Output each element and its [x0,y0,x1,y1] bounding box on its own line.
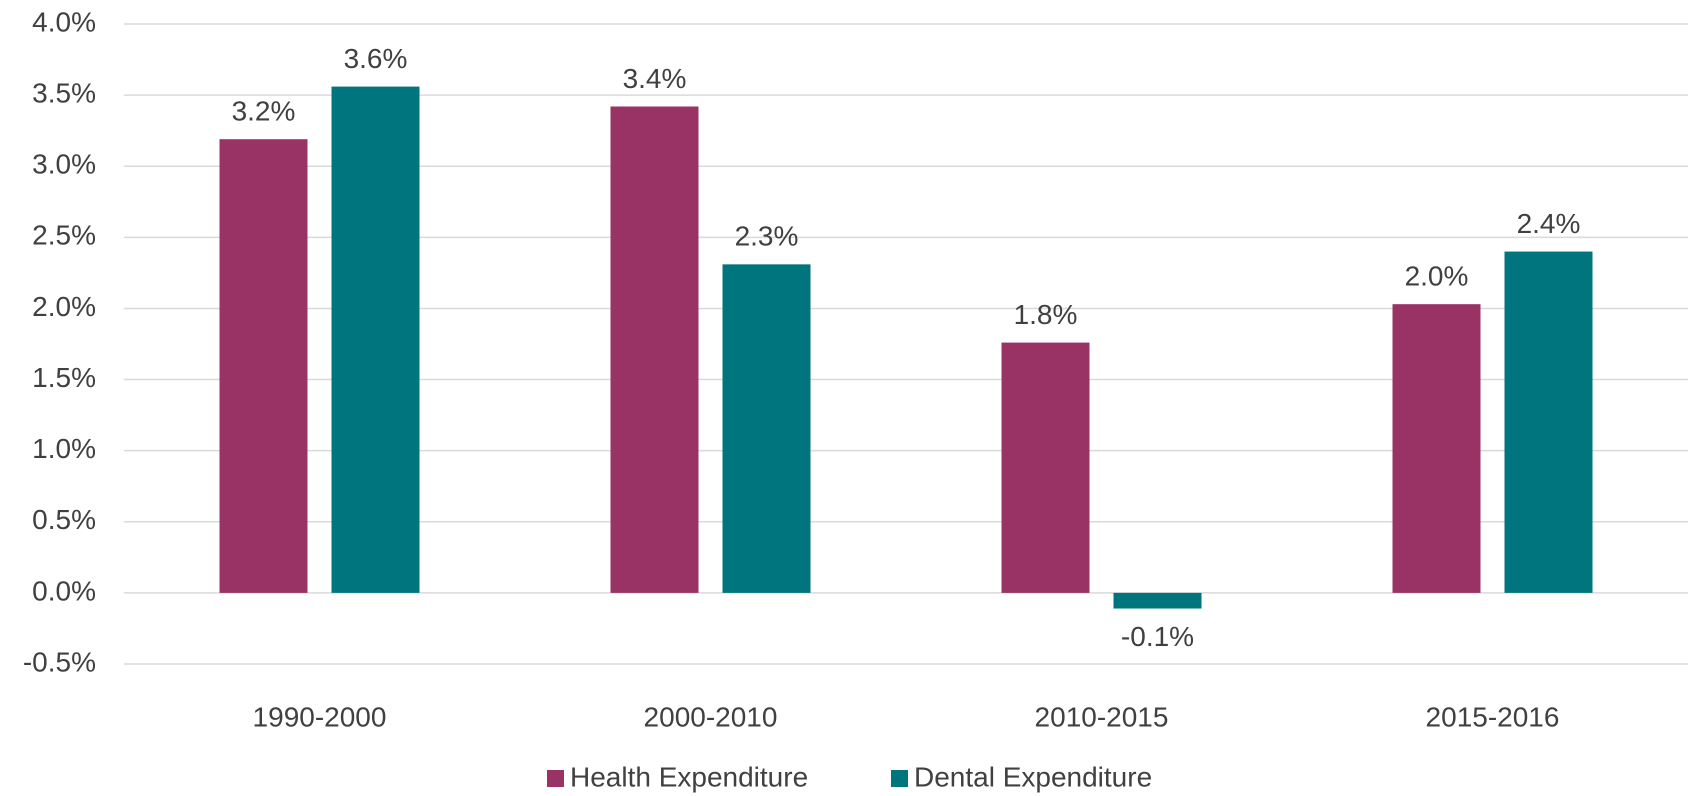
data-label: 3.4% [623,63,687,94]
bar [1392,304,1481,593]
x-tick-label: 2015-2016 [1426,701,1560,732]
bar [219,139,308,593]
legend-swatch [547,770,564,787]
bar [722,264,811,593]
y-tick-label: -0.5% [23,646,96,677]
y-tick-label: 3.0% [32,149,96,180]
data-label: 2.0% [1405,261,1469,292]
y-tick-label: 2.0% [32,291,96,322]
y-tick-label: 4.0% [32,6,96,37]
bar [610,106,699,593]
legend-label: Health Expenditure [570,761,808,792]
data-label: 1.8% [1014,299,1078,330]
y-tick-label: 3.5% [32,78,96,109]
data-label: 3.2% [232,96,296,127]
data-label: -0.1% [1121,621,1194,652]
y-tick-label: 0.5% [32,504,96,535]
y-tick-label: 2.5% [32,220,96,251]
data-label: 2.3% [735,221,799,252]
legend-swatch [891,770,908,787]
data-label: 2.4% [1517,208,1581,239]
bar [1001,342,1090,593]
x-tick-label: 2000-2010 [644,701,778,732]
bar [1504,251,1593,593]
x-tick-label: 1990-2000 [253,701,387,732]
bar [1113,592,1202,609]
y-tick-label: 1.5% [32,362,96,393]
bar [331,86,420,593]
legend-label: Dental Expenditure [914,761,1152,792]
x-tick-label: 2010-2015 [1035,701,1169,732]
y-tick-label: 1.0% [32,433,96,464]
y-tick-label: 0.0% [32,575,96,606]
data-label: 3.6% [344,43,408,74]
